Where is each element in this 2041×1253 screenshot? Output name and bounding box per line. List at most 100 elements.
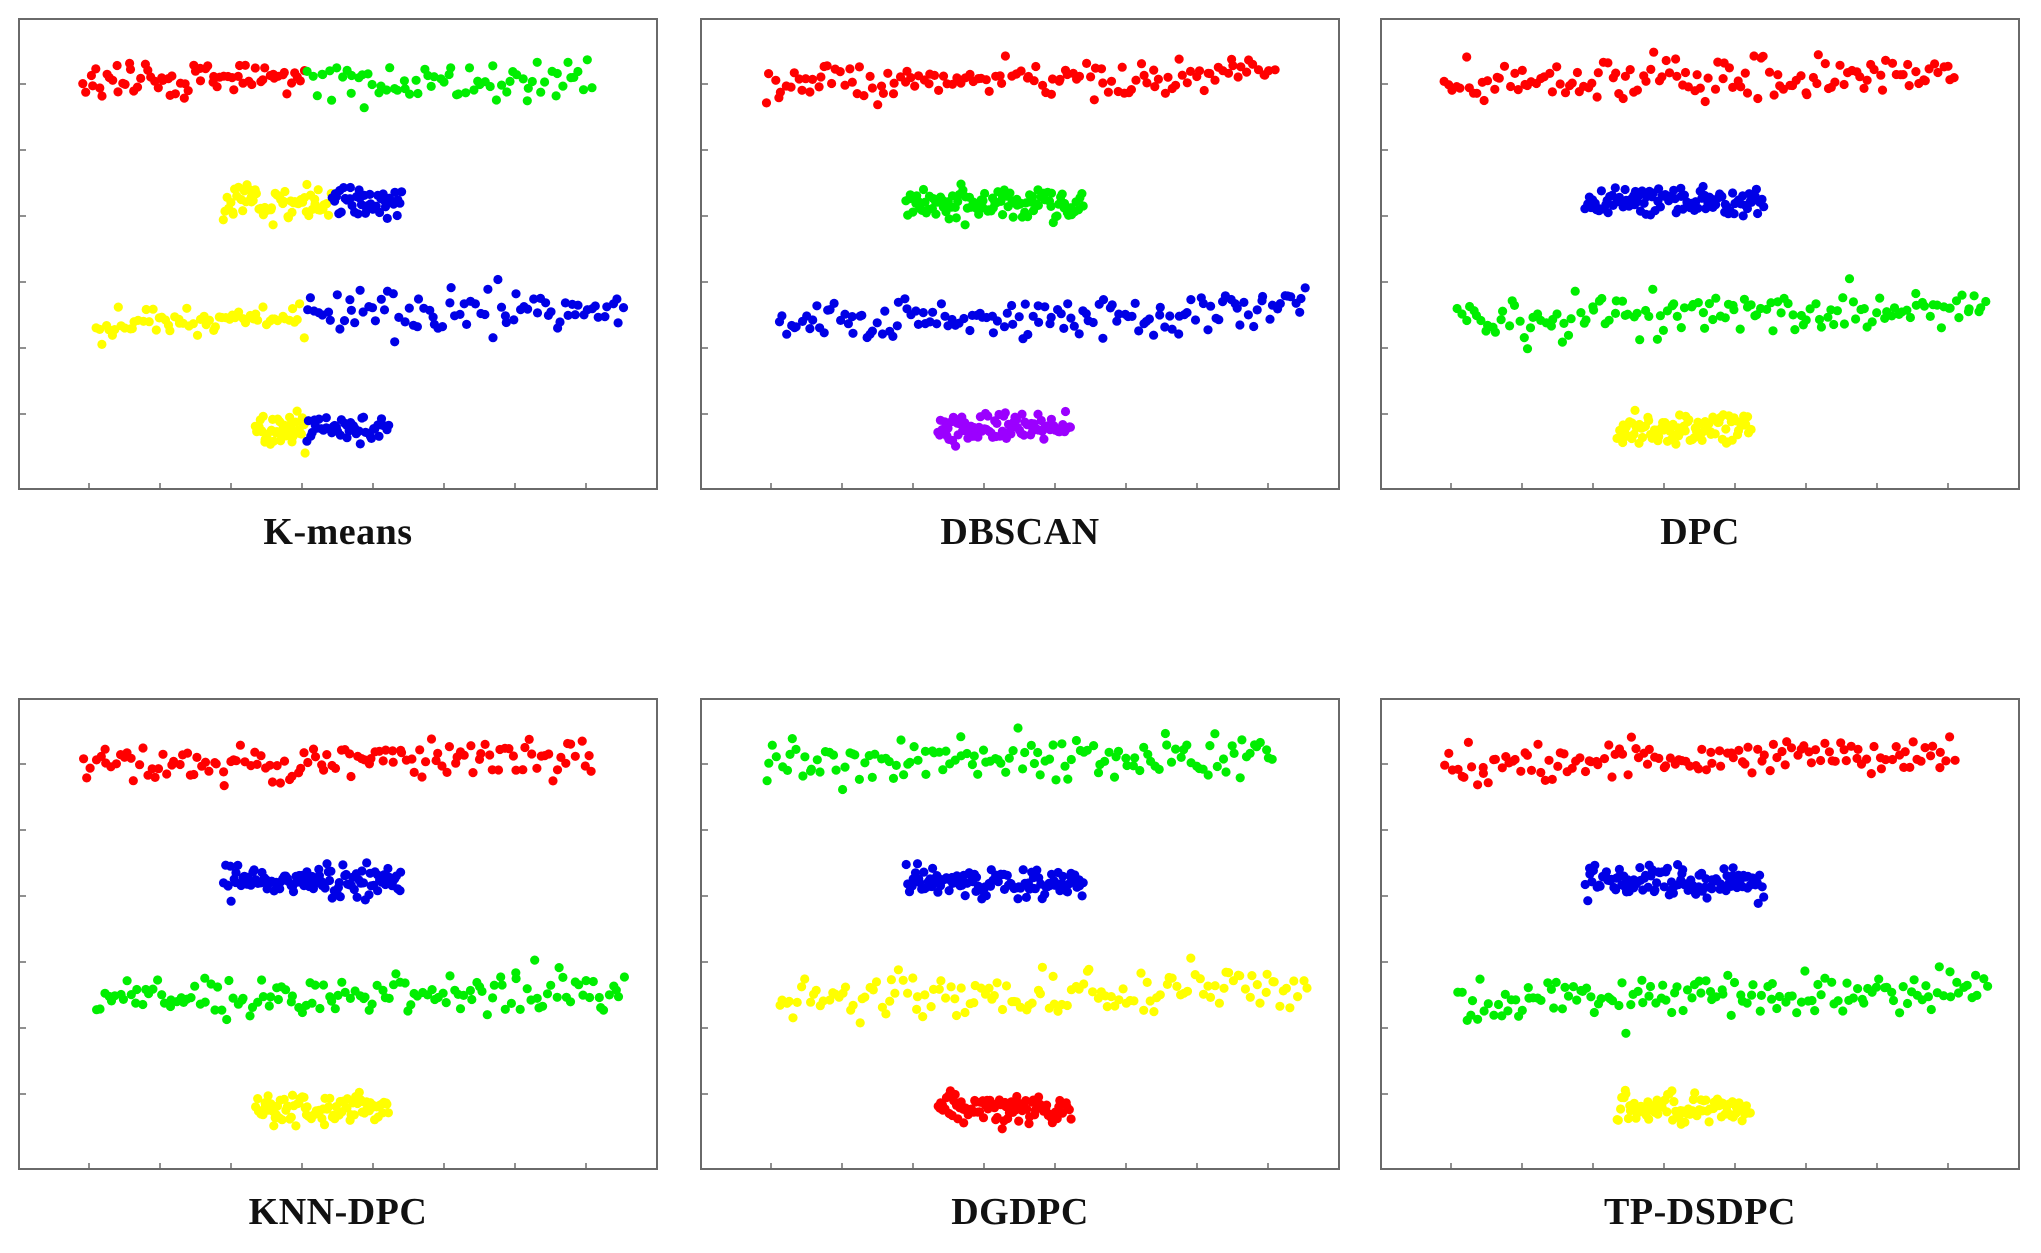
data-point xyxy=(1245,748,1255,758)
data-point xyxy=(390,187,400,197)
data-point xyxy=(1496,315,1506,325)
data-point xyxy=(279,756,290,766)
data-point xyxy=(426,81,436,91)
data-point xyxy=(889,78,899,88)
data-point xyxy=(332,63,342,73)
series-yellow xyxy=(251,1087,393,1131)
data-point xyxy=(1040,889,1050,899)
data-point xyxy=(520,742,530,753)
plot-frame xyxy=(1380,698,2020,1170)
data-point xyxy=(461,88,471,98)
data-point xyxy=(1063,299,1073,309)
data-point xyxy=(167,71,177,81)
data-point xyxy=(346,305,356,315)
data-point xyxy=(277,1115,287,1125)
panel-tp-dsdpc: TP-DSDPC xyxy=(1380,698,2020,1233)
data-point xyxy=(1176,752,1186,762)
data-point xyxy=(1144,314,1154,324)
data-point xyxy=(1756,990,1766,1000)
data-point xyxy=(266,992,276,1002)
data-point xyxy=(302,1102,312,1112)
data-point xyxy=(899,770,909,780)
data-point xyxy=(380,202,391,212)
data-point xyxy=(761,98,772,108)
data-point xyxy=(280,186,290,197)
data-point xyxy=(1062,1000,1072,1011)
data-point xyxy=(381,745,391,755)
data-point xyxy=(324,1102,334,1112)
data-point xyxy=(538,1001,548,1011)
data-point xyxy=(878,88,888,98)
series-yellow xyxy=(775,953,1312,1028)
data-point xyxy=(1671,439,1681,449)
data-point xyxy=(1742,998,1752,1008)
data-point xyxy=(462,319,472,329)
data-point xyxy=(1206,301,1216,311)
data-point xyxy=(1632,308,1642,318)
data-point xyxy=(1522,344,1533,354)
data-point xyxy=(1617,978,1627,988)
data-point xyxy=(1710,84,1721,94)
data-point xyxy=(563,310,573,320)
data-point xyxy=(1012,1091,1022,1102)
data-point xyxy=(326,866,336,876)
data-point xyxy=(1749,51,1759,61)
data-point xyxy=(496,972,506,982)
data-point xyxy=(1786,743,1797,753)
data-point xyxy=(219,767,229,777)
data-point xyxy=(1972,990,1982,1000)
data-point xyxy=(1787,991,1797,1001)
data-point xyxy=(1898,982,1908,992)
data-point xyxy=(482,1010,492,1020)
data-point xyxy=(480,739,490,749)
data-point xyxy=(1715,746,1725,756)
data-point xyxy=(1806,758,1816,768)
data-point xyxy=(1969,291,1979,301)
data-point xyxy=(1098,78,1108,88)
data-point xyxy=(1127,311,1137,321)
data-point xyxy=(256,751,266,761)
data-point xyxy=(189,769,199,780)
data-point xyxy=(355,439,365,449)
data-point xyxy=(378,756,388,766)
panel-title: K-means xyxy=(263,511,413,553)
data-point xyxy=(850,750,860,760)
data-point xyxy=(801,74,811,84)
data-point xyxy=(981,891,991,901)
data-point xyxy=(253,315,263,325)
data-point xyxy=(1655,202,1665,212)
data-point xyxy=(333,990,343,1000)
data-point xyxy=(1174,329,1184,339)
data-point xyxy=(565,997,576,1007)
data-point xyxy=(153,975,163,985)
data-point xyxy=(1755,1006,1765,1016)
data-point xyxy=(1559,318,1569,328)
series-red xyxy=(761,51,1280,110)
data-point xyxy=(805,87,815,97)
data-point xyxy=(1172,981,1182,991)
data-point xyxy=(1905,312,1915,323)
data-point xyxy=(1242,67,1252,77)
data-point xyxy=(1243,310,1253,320)
data-point xyxy=(1607,772,1617,782)
series-blue xyxy=(1580,860,1769,908)
data-point xyxy=(929,70,940,80)
data-point xyxy=(918,308,928,318)
data-point xyxy=(973,769,983,779)
data-point xyxy=(1581,983,1592,993)
data-point xyxy=(1919,301,1929,311)
data-point xyxy=(308,744,319,754)
data-point xyxy=(1759,202,1769,212)
data-point xyxy=(965,325,975,336)
data-point xyxy=(136,73,146,83)
data-point xyxy=(1620,184,1630,195)
data-point xyxy=(1796,71,1806,81)
data-point xyxy=(1142,78,1152,88)
data-point xyxy=(1235,773,1245,783)
data-point xyxy=(848,1000,858,1010)
data-point xyxy=(295,76,305,86)
data-point xyxy=(1167,973,1177,983)
data-point xyxy=(558,972,568,982)
data-point xyxy=(370,316,380,326)
data-point xyxy=(926,1002,936,1012)
